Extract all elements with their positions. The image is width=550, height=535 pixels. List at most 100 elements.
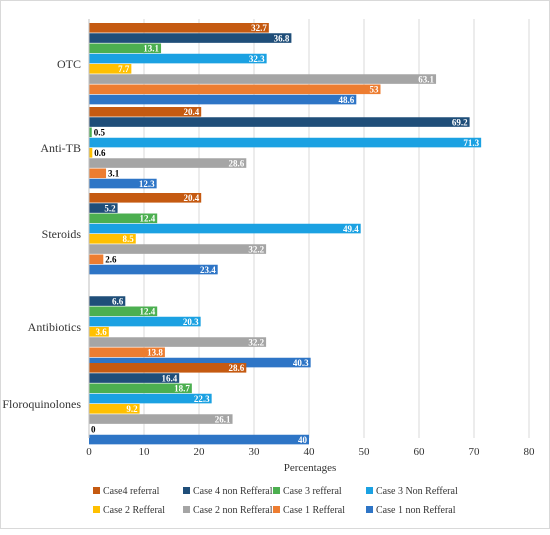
bar — [89, 178, 157, 189]
data-label: 3.1 — [108, 169, 120, 179]
legend-swatch — [366, 487, 373, 494]
legend-entry: Case 1 non Refferal — [376, 505, 456, 516]
x-tick-label: 30 — [249, 446, 261, 458]
category-label: Steroids — [42, 227, 82, 241]
bar — [89, 254, 104, 265]
data-label: 12.4 — [139, 214, 155, 224]
bar — [89, 117, 470, 127]
bar — [89, 107, 202, 117]
x-tick-label: 50 — [359, 446, 371, 458]
data-label: 20.3 — [183, 317, 199, 327]
legend-entry: Case 2 Refferal — [103, 505, 165, 516]
data-label: 32.7 — [251, 23, 267, 33]
bar — [89, 137, 482, 148]
category-label: Antibiotics — [28, 320, 82, 334]
bar — [89, 64, 132, 74]
bar — [89, 434, 309, 445]
bar — [89, 33, 292, 43]
bar — [89, 234, 136, 244]
data-label: 71.3 — [463, 138, 479, 148]
bar — [89, 148, 93, 158]
bars: 32.7 36.8 13.1 32.3 7.7 63.1 53 48.6 20.4 69.2 0.5… — [89, 23, 482, 445]
data-label: 63.1 — [418, 74, 434, 84]
legend-entry: Case4 referral — [103, 486, 160, 497]
data-label: 53 — [370, 85, 380, 95]
bar — [89, 193, 202, 203]
bar — [89, 347, 165, 358]
data-label: 26.1 — [215, 414, 231, 424]
legend-entry: Case 2 non Refferal — [193, 505, 273, 516]
data-label: 0.6 — [94, 148, 106, 158]
data-label: 5.2 — [104, 203, 116, 213]
x-tick-label: 10 — [139, 446, 151, 458]
data-label: 7.7 — [118, 64, 130, 74]
data-label: 32.2 — [248, 244, 264, 254]
axes: 0 10 20 30 40 50 60 70 80 OTC Anti-TB Steroids Antib… — [2, 19, 535, 458]
data-label: 22.3 — [194, 394, 210, 404]
data-label: 13.1 — [143, 44, 159, 54]
bar — [89, 158, 247, 168]
data-label: 12.3 — [139, 179, 155, 189]
data-label: 32.3 — [249, 54, 265, 64]
bar — [89, 357, 311, 368]
bar — [89, 383, 192, 394]
legend-swatch — [183, 487, 190, 494]
data-label: 6.6 — [112, 296, 124, 306]
data-label: 48.6 — [339, 95, 355, 105]
category-label: OTC — [57, 57, 81, 71]
data-label: 12.4 — [139, 307, 155, 317]
data-label: 9.2 — [126, 404, 138, 414]
data-label: 23.4 — [200, 265, 216, 275]
bar — [89, 306, 158, 317]
x-tick-label: 60 — [414, 446, 426, 458]
bar — [89, 43, 162, 54]
bar — [89, 84, 381, 95]
bar — [89, 296, 126, 306]
legend-entry: Case 3 refferal — [283, 486, 342, 497]
bar — [89, 327, 109, 337]
data-label: 8.5 — [123, 234, 135, 244]
data-label: 3.6 — [96, 327, 108, 337]
bar — [89, 223, 361, 234]
legend-entry: Case 4 non Refferal — [193, 486, 273, 497]
bar — [89, 203, 118, 213]
data-label: 28.6 — [229, 158, 245, 168]
x-tick-label: 70 — [469, 446, 481, 458]
data-label: 0.5 — [94, 128, 106, 138]
bar — [89, 404, 140, 414]
bar — [89, 53, 267, 64]
bar — [89, 373, 180, 383]
data-label: 16.4 — [161, 373, 177, 383]
data-label: 49.4 — [343, 224, 359, 234]
bar — [89, 127, 92, 138]
category-label: Floroquinolones — [2, 397, 81, 411]
bar — [89, 244, 267, 254]
data-label: 13.8 — [147, 348, 163, 358]
legend-swatch — [93, 506, 100, 513]
legend-swatch — [366, 506, 373, 513]
data-label: 0 — [91, 425, 96, 435]
bar — [89, 414, 233, 424]
legend: Case4 referral Case 4 non Refferal Case 3 … — [93, 486, 458, 516]
legend-swatch — [183, 506, 190, 513]
data-label: 40.3 — [293, 358, 309, 368]
bar — [89, 393, 212, 404]
bar — [89, 213, 158, 224]
legend-swatch — [273, 487, 280, 494]
data-label: 28.6 — [229, 363, 245, 373]
bar — [89, 337, 267, 347]
category-label: Anti-TB — [40, 141, 81, 155]
bar — [89, 264, 218, 275]
legend-swatch — [273, 506, 280, 513]
bar — [89, 23, 269, 33]
legend-swatch — [93, 487, 100, 494]
x-tick-label: 0 — [86, 446, 92, 458]
data-label: 32.2 — [248, 337, 264, 347]
x-tick-label: 40 — [304, 446, 316, 458]
legend-entry: Case 1 Refferal — [283, 505, 345, 516]
bar — [89, 168, 107, 179]
data-label: 20.4 — [183, 107, 199, 117]
x-tick-label: 20 — [194, 446, 206, 458]
